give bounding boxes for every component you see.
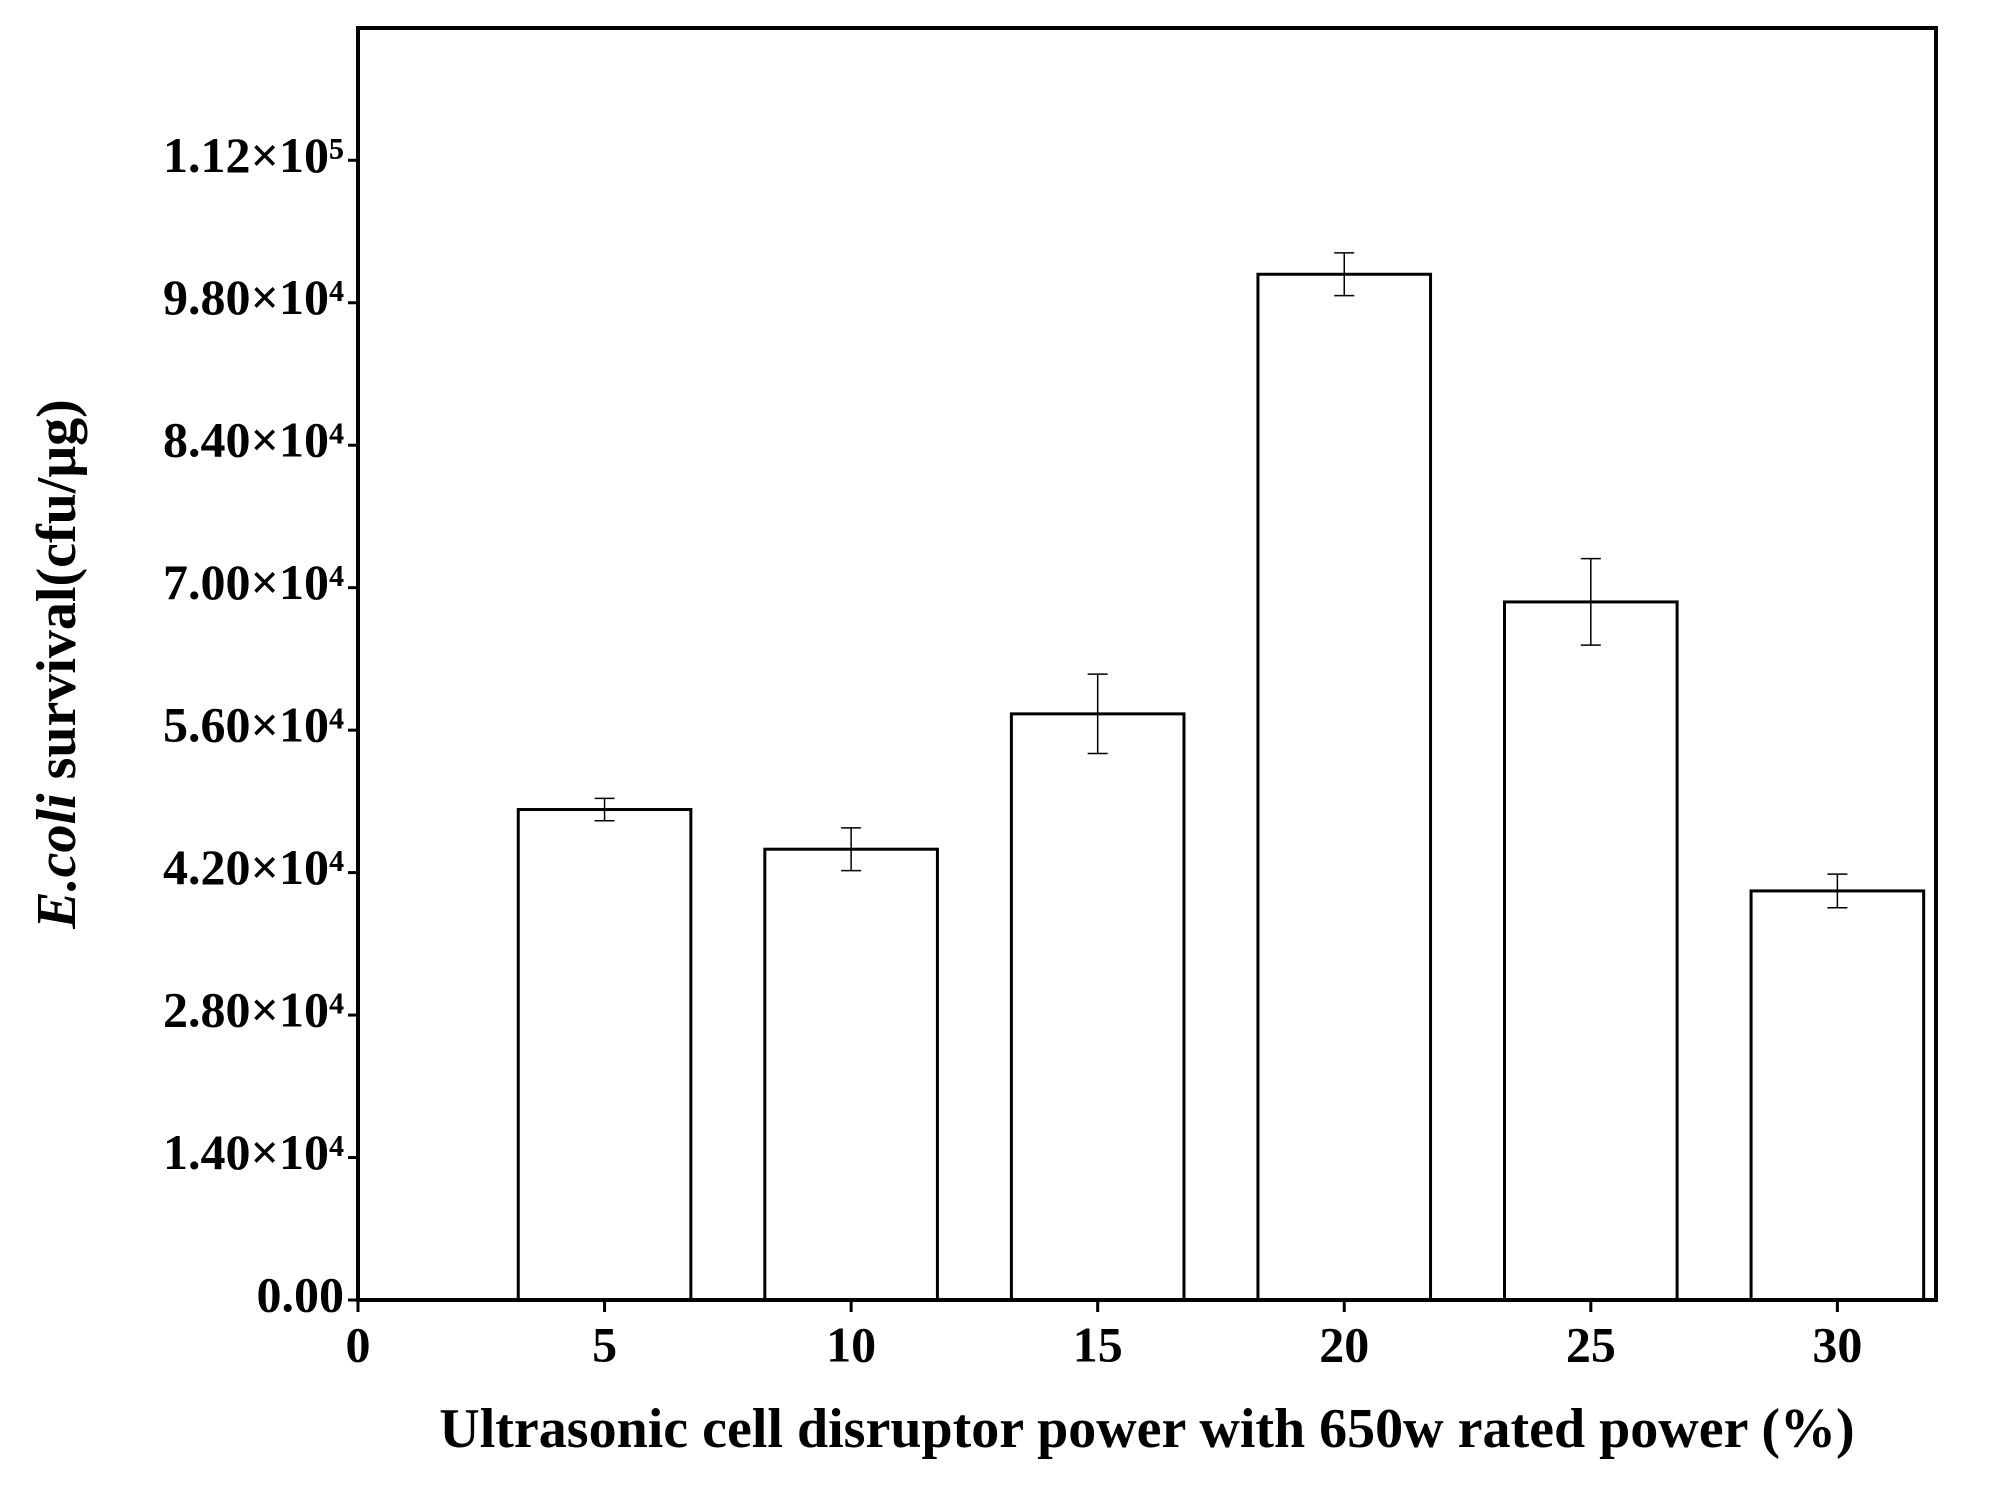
y-tick-label: 0.00 (257, 1266, 345, 1322)
bar (1009, 712, 1186, 1302)
error-bar (1580, 557, 1601, 646)
y-axis-label-rest: survival(cfu/μg) (26, 399, 88, 779)
error-bar (841, 827, 862, 872)
bar (1749, 889, 1926, 1302)
plot-frame (356, 26, 1938, 1302)
y-axis-label: E.coli survival(cfu/μg) (26, 399, 88, 930)
bar (1256, 272, 1433, 1302)
error-bar (1334, 252, 1355, 297)
y-axis-label-italic: E.coli (26, 793, 88, 930)
y-tick-label: 7.00×10⁴ (163, 554, 344, 610)
x-tick-label: 25 (1566, 1316, 1616, 1372)
y-tick-label: 9.80×10⁴ (163, 269, 344, 325)
bar (763, 847, 939, 1302)
x-tick-label: 20 (1319, 1316, 1369, 1372)
x-tick-label: 0 (346, 1316, 371, 1372)
y-tick-label: 1.40×10⁴ (163, 1124, 344, 1180)
y-tick-label: 2.80×10⁴ (163, 982, 344, 1038)
y-tick-label: 4.20×10⁴ (163, 839, 344, 895)
bar (516, 808, 693, 1302)
x-axis-label: Ultrasonic cell disruptor power with 650… (439, 1398, 1854, 1460)
y-tick-label: 8.40×10⁴ (163, 412, 344, 468)
bar (1503, 600, 1679, 1302)
error-bar (1827, 873, 1848, 909)
y-tick-label: 5.60×10⁴ (163, 697, 344, 753)
x-tick-label: 5 (592, 1316, 617, 1372)
error-bar (594, 797, 615, 822)
x-tick-label: 10 (826, 1316, 876, 1372)
x-tick-label: 30 (1812, 1316, 1862, 1372)
y-tick-label: 1.12×10⁵ (163, 127, 344, 183)
error-bar (1087, 673, 1108, 755)
x-tick-label: 15 (1073, 1316, 1123, 1372)
